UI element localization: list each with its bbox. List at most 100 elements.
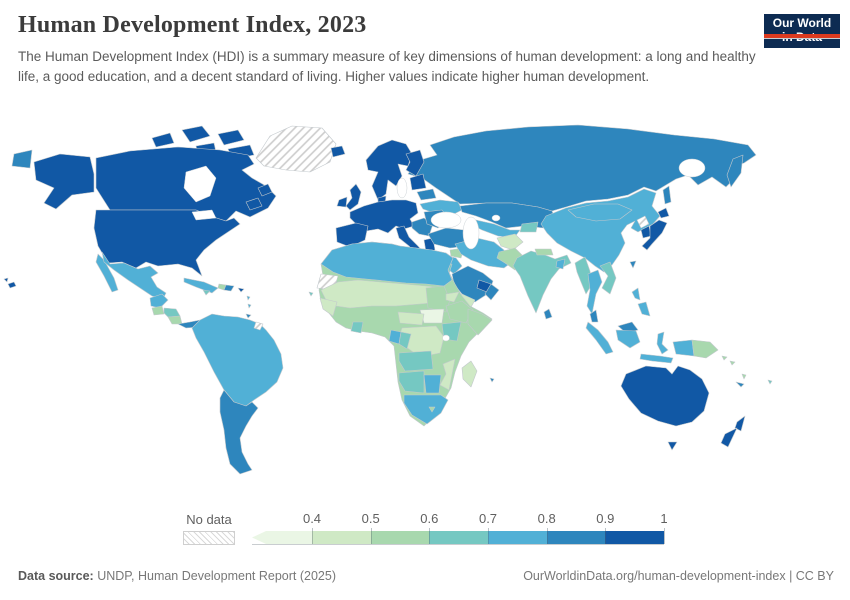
country-australia[interactable] bbox=[620, 365, 710, 451]
country-thailand[interactable] bbox=[586, 269, 603, 315]
country-south-africa[interactable] bbox=[403, 394, 449, 425]
country-new-zealand[interactable] bbox=[720, 415, 746, 448]
legend-tick-label: 0.6 bbox=[420, 511, 439, 526]
country-indonesia[interactable] bbox=[585, 321, 695, 364]
legend-no-data-label: No data bbox=[186, 512, 232, 527]
country-mauritius[interactable] bbox=[489, 377, 495, 383]
territory-french-guiana[interactable] bbox=[253, 321, 264, 331]
country-madagascar[interactable] bbox=[461, 360, 478, 388]
chart-header: Human Development Index, 2023 The Human … bbox=[18, 12, 758, 86]
country-mongolia[interactable] bbox=[567, 203, 633, 222]
country-jamaica[interactable] bbox=[202, 289, 211, 296]
legend-tick-mark bbox=[664, 528, 665, 544]
legend-segment[interactable] bbox=[252, 531, 312, 544]
country-botswana[interactable] bbox=[423, 374, 442, 394]
country-russia-kamchatka[interactable] bbox=[726, 154, 744, 188]
footer-link[interactable]: OurWorldinData.org/human-development-ind… bbox=[523, 569, 834, 583]
water-bodies bbox=[183, 158, 706, 342]
region-kyrgyzstan-tajikistan[interactable] bbox=[519, 221, 539, 233]
territory-new-caledonia[interactable] bbox=[735, 381, 745, 388]
legend-segment[interactable] bbox=[370, 531, 430, 544]
owid-logo-text: Our Worldin Data bbox=[772, 15, 832, 44]
country-lesotho[interactable] bbox=[428, 406, 436, 413]
country-canada-arctic[interactable] bbox=[151, 125, 255, 160]
legend-segment[interactable] bbox=[605, 531, 665, 544]
country-somalia[interactable] bbox=[467, 308, 493, 336]
country-guatemala[interactable] bbox=[151, 305, 165, 316]
country-nicaragua[interactable] bbox=[167, 315, 183, 325]
country-eritrea[interactable] bbox=[445, 291, 460, 303]
region-north-africa[interactable] bbox=[320, 241, 454, 287]
country-trinidad[interactable] bbox=[245, 313, 252, 319]
legend-segment[interactable] bbox=[488, 531, 547, 544]
country-north-korea[interactable] bbox=[636, 215, 650, 229]
country-usa-alaska[interactable] bbox=[33, 153, 95, 210]
lake-victoria-water bbox=[442, 334, 450, 342]
great-lakes-water bbox=[191, 209, 217, 221]
country-belarus[interactable] bbox=[416, 188, 437, 201]
country-namibia[interactable] bbox=[398, 370, 425, 394]
country-central-african-republic[interactable] bbox=[397, 311, 425, 326]
country-nepal[interactable] bbox=[534, 248, 554, 256]
country-usa-hawaii[interactable] bbox=[3, 277, 17, 289]
country-vanuatu[interactable] bbox=[741, 373, 747, 380]
legend-segment[interactable] bbox=[312, 531, 371, 544]
country-philippines[interactable] bbox=[631, 287, 651, 317]
caspian-sea-water bbox=[462, 216, 480, 250]
country-puerto-rico[interactable] bbox=[237, 287, 245, 293]
baltic-sea-water bbox=[396, 177, 408, 199]
country-cuba[interactable] bbox=[183, 277, 219, 294]
country-mexico-yucatan[interactable] bbox=[149, 293, 169, 309]
region-baltics[interactable] bbox=[409, 173, 427, 191]
country-solomon-islands[interactable] bbox=[721, 355, 736, 366]
country-ghana[interactable] bbox=[350, 321, 364, 334]
legend-segment[interactable] bbox=[429, 531, 489, 544]
sea-of-okhotsk-water bbox=[678, 158, 706, 178]
country-russia-chukotka[interactable] bbox=[11, 149, 33, 169]
country-congo[interactable] bbox=[398, 331, 412, 350]
country-cape-verde[interactable] bbox=[308, 291, 314, 297]
country-mozambique[interactable] bbox=[439, 358, 456, 391]
legend-tick-label: 0.5 bbox=[361, 511, 380, 526]
country-greenland[interactable] bbox=[255, 125, 337, 173]
region-argentina-chile[interactable] bbox=[219, 389, 259, 475]
country-taiwan[interactable] bbox=[629, 260, 637, 269]
aral-sea-water bbox=[491, 214, 501, 222]
country-papua-new-guinea[interactable] bbox=[691, 339, 719, 359]
legend-bar bbox=[252, 531, 665, 545]
legend-no-data[interactable]: No data bbox=[183, 512, 235, 545]
country-iceland[interactable] bbox=[330, 145, 346, 158]
legend-tick-label: 1 bbox=[660, 511, 668, 526]
legend-segment[interactable] bbox=[546, 531, 606, 544]
country-usa[interactable] bbox=[93, 209, 241, 277]
owid-logo[interactable]: Our Worldin Data bbox=[764, 14, 840, 48]
country-sri-lanka[interactable] bbox=[543, 308, 553, 320]
country-uk[interactable] bbox=[345, 183, 362, 211]
data-source-label: Data source: bbox=[18, 569, 94, 583]
chart-subtitle: The Human Development Index (HDI) is a s… bbox=[18, 49, 756, 84]
country-japan[interactable] bbox=[641, 207, 670, 251]
chart-footer: Data source: UNDP, Human Development Rep… bbox=[18, 569, 834, 583]
country-russia-sakhalin[interactable] bbox=[662, 185, 672, 205]
country-dominican-republic[interactable] bbox=[223, 284, 235, 292]
country-myanmar[interactable] bbox=[574, 256, 593, 295]
lesser-antilles[interactable] bbox=[246, 295, 252, 309]
region-south-america[interactable] bbox=[191, 313, 284, 407]
country-honduras[interactable] bbox=[163, 307, 181, 318]
country-bangladesh[interactable] bbox=[555, 258, 566, 270]
region-indochina[interactable] bbox=[599, 261, 617, 295]
legend-tick-label: 0.4 bbox=[302, 511, 322, 526]
hudson-bay-water bbox=[183, 165, 217, 203]
country-ukraine[interactable] bbox=[419, 199, 463, 217]
country-mexico[interactable] bbox=[101, 251, 167, 300]
country-ireland[interactable] bbox=[336, 196, 348, 208]
country-oman[interactable] bbox=[484, 283, 500, 301]
region-iberia[interactable] bbox=[335, 222, 369, 248]
country-canada-maritime[interactable] bbox=[245, 183, 273, 211]
page-title: Human Development Index, 2023 bbox=[18, 12, 367, 38]
country-angola[interactable] bbox=[398, 350, 434, 372]
country-fiji[interactable] bbox=[767, 379, 773, 385]
data-source-note: Data source: UNDP, Human Development Rep… bbox=[18, 569, 336, 583]
region-senegal-guinea[interactable] bbox=[319, 297, 338, 317]
country-afghanistan[interactable] bbox=[496, 233, 524, 251]
